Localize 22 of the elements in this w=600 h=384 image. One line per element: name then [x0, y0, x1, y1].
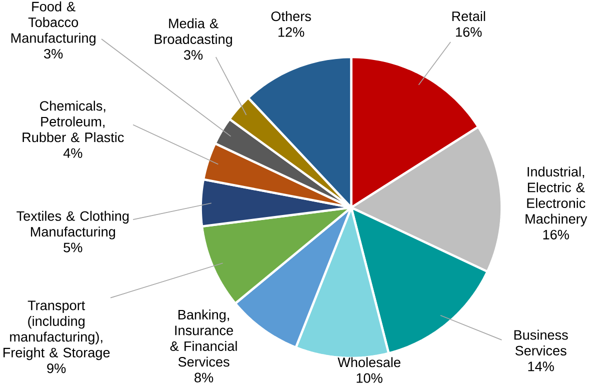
data-label: 10% [356, 373, 382, 383]
data-label: 4% [63, 148, 82, 158]
data-label: 14% [528, 362, 554, 372]
slice-label: Wholesale [338, 357, 400, 368]
slice-label: Banking, Insurance & Financial Services [170, 309, 237, 367]
data-label: 5% [64, 242, 82, 252]
slice-label: Industrial, Electric & Electronic Machinery [526, 166, 588, 226]
data-label: 3% [184, 50, 203, 60]
data-label: 9% [47, 363, 66, 373]
data-label: 16% [543, 230, 569, 240]
data-label: 8% [194, 372, 214, 382]
data-label: 16% [456, 27, 482, 37]
slice-label: Business Services [514, 330, 568, 356]
data-label: 12% [278, 27, 304, 37]
slice-label: Transport (including manufacturing), Freight & Storage [3, 300, 110, 360]
slice-label: Retail [452, 10, 486, 21]
slice-label: Media & Broadcasting [154, 18, 232, 47]
slice-label: Textiles & Clothing Manufacturing [16, 210, 129, 240]
slice-label: Food & Tobacco Manufacturing [11, 1, 96, 46]
data-label: 3% [44, 48, 63, 58]
slice-label: Chemicals, Petroleum, Rubber & Plastic [22, 100, 124, 142]
slice-label: Others [271, 10, 311, 21]
